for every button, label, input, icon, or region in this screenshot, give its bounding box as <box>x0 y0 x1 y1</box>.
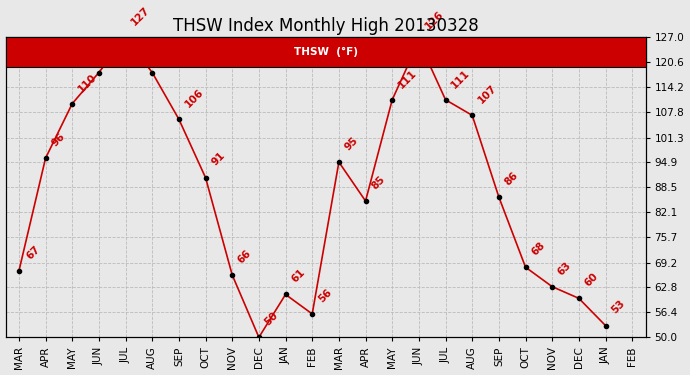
Text: 66: 66 <box>236 248 253 265</box>
Text: 118: 118 <box>156 40 179 63</box>
Text: 111: 111 <box>396 68 419 90</box>
Text: 85: 85 <box>370 174 387 191</box>
Text: 118: 118 <box>103 40 126 63</box>
Text: 61: 61 <box>290 267 307 285</box>
Title: THSW Index Monthly High 20130328: THSW Index Monthly High 20130328 <box>172 16 478 34</box>
Text: 86: 86 <box>503 170 520 188</box>
Text: 50: 50 <box>263 310 280 327</box>
Text: 126: 126 <box>423 9 445 32</box>
Text: 60: 60 <box>583 271 600 289</box>
Text: 107: 107 <box>476 83 499 106</box>
Text: 95: 95 <box>343 135 360 152</box>
Text: 53: 53 <box>609 298 627 316</box>
Text: 111: 111 <box>450 68 472 90</box>
Text: 63: 63 <box>556 260 573 277</box>
Text: 91: 91 <box>210 151 227 168</box>
Text: 106: 106 <box>183 87 206 109</box>
Text: Copyright 2013 Cartronics.com: Copyright 2013 Cartronics.com <box>9 46 140 56</box>
Text: 110: 110 <box>76 72 99 94</box>
Text: 127: 127 <box>130 5 152 28</box>
Text: 68: 68 <box>529 240 547 258</box>
Text: 96: 96 <box>50 131 67 148</box>
Text: 56: 56 <box>316 287 333 304</box>
Text: 67: 67 <box>24 244 41 261</box>
FancyBboxPatch shape <box>6 38 646 68</box>
Text: THSW  (°F): THSW (°F) <box>293 47 357 57</box>
